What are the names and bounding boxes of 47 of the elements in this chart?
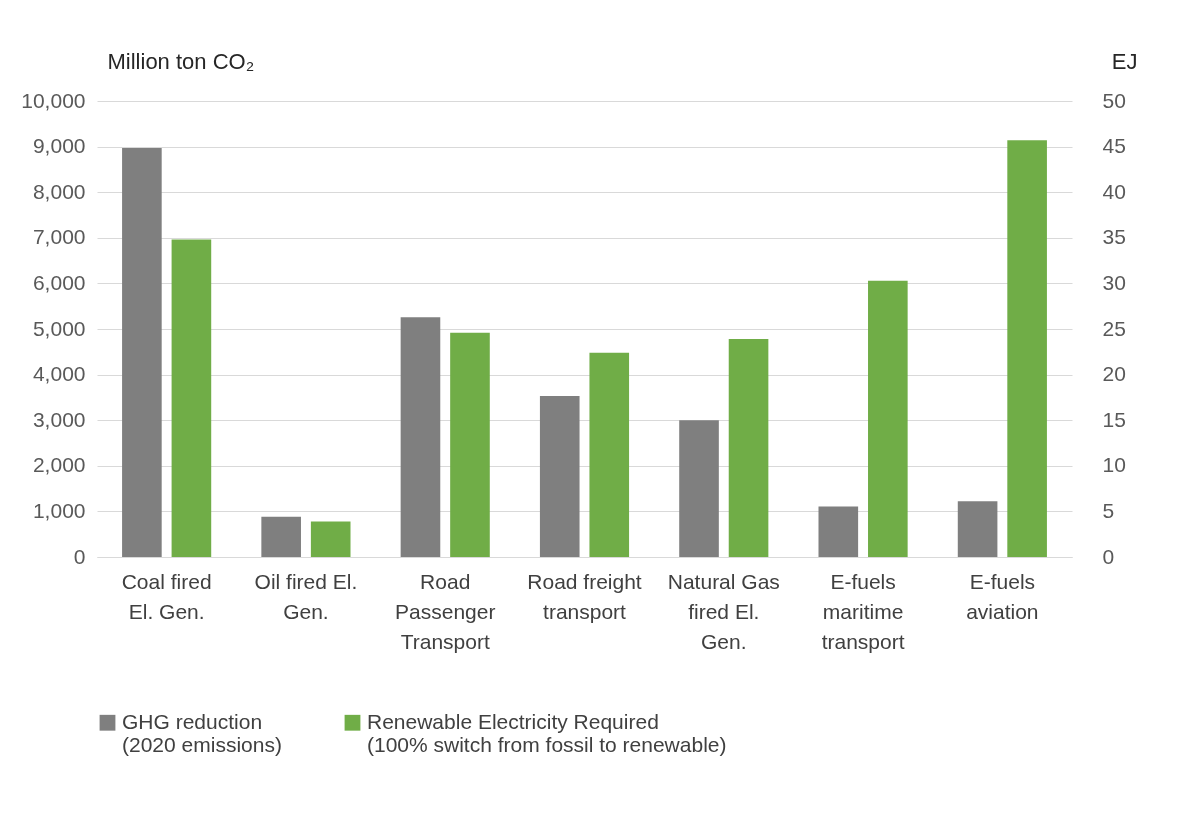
y2-tick-label: 15 xyxy=(1102,407,1126,431)
x-tick-label: Road freight transport xyxy=(527,569,642,623)
x-tick-label: Natural Gas fired El. Gen. xyxy=(667,569,780,653)
bar xyxy=(868,280,908,557)
bar xyxy=(589,352,630,557)
bar xyxy=(400,317,441,557)
bar xyxy=(957,501,998,557)
y2-tick-label: 0 xyxy=(1102,544,1115,568)
bar xyxy=(539,396,580,557)
y2-tick-label: 25 xyxy=(1102,316,1126,340)
bar xyxy=(122,147,162,557)
y2-tick-label: 45 xyxy=(1102,134,1126,158)
y2-tick-label: 30 xyxy=(1102,270,1126,294)
y-tick-label: 3,000 xyxy=(32,407,86,431)
bar xyxy=(171,239,212,557)
y-tick-label: 5,000 xyxy=(32,316,86,340)
y-tick-label: 4,000 xyxy=(32,362,86,386)
y2-tick-label: 20 xyxy=(1102,362,1126,386)
x-tick-label: E-fuels maritime transport xyxy=(821,569,905,653)
y2-tick-label: 40 xyxy=(1102,179,1126,203)
y-axis-title: Million ton CO₂ xyxy=(107,48,255,74)
legend-label: Renewable Electricity Required (100% switch from fossil to renewable) xyxy=(367,709,727,756)
bar xyxy=(1007,140,1047,557)
y-tick-label: 1,000 xyxy=(32,498,86,522)
y-tick-label: 2,000 xyxy=(32,453,86,477)
x-tick-label: Road Passenger Transport xyxy=(395,569,496,653)
x-tick-label: Oil fired El. Gen. xyxy=(254,569,358,623)
y2-tick-label: 35 xyxy=(1102,225,1126,249)
y2-tick-label: 10 xyxy=(1102,453,1126,477)
bar xyxy=(450,332,490,557)
bar xyxy=(679,420,719,557)
bar xyxy=(310,521,351,557)
y-tick-label: 6,000 xyxy=(32,270,86,294)
bar xyxy=(818,506,859,557)
bar xyxy=(261,516,301,557)
y-tick-label: 0 xyxy=(73,544,86,568)
y-tick-label: 10,000 xyxy=(21,88,86,112)
y-tick-label: 7,000 xyxy=(32,225,86,249)
y-tick-label: 9,000 xyxy=(32,134,86,158)
y-tick-label: 8,000 xyxy=(32,179,86,203)
x-tick-label: E-fuels aviation xyxy=(966,569,1039,623)
y2-tick-label: 5 xyxy=(1102,498,1115,522)
x-tick-label: Coal fired El. Gen. xyxy=(121,569,212,623)
legend-label: GHG reduction (2020 emissions) xyxy=(122,709,282,756)
y2-tick-label: 50 xyxy=(1102,88,1126,112)
bar xyxy=(728,339,769,557)
y2-axis-title: EJ xyxy=(1111,48,1138,74)
